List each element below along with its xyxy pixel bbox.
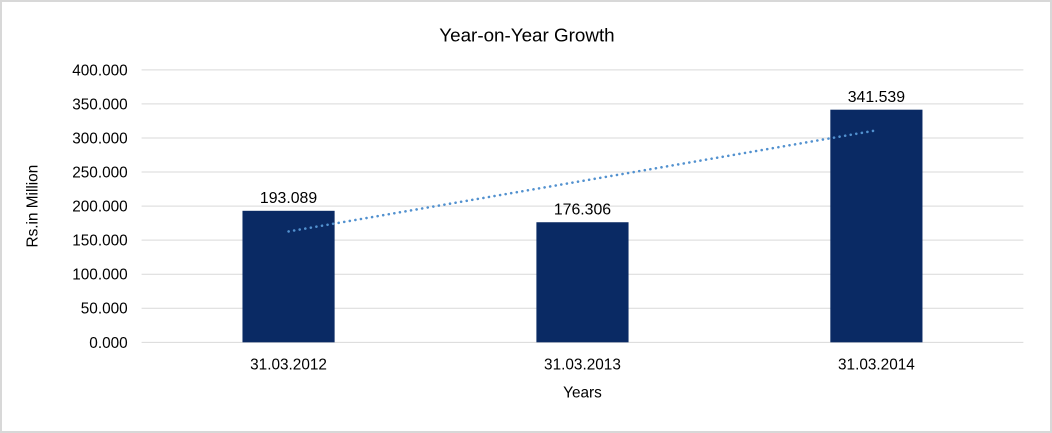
y-tick-label: 0.000 bbox=[89, 335, 127, 352]
trendline bbox=[287, 129, 878, 233]
data-label: 193.089 bbox=[260, 190, 317, 207]
x-tick-label: 31.03.2014 bbox=[838, 357, 915, 374]
x-axis-tick-labels: 31.03.2012 31.03.2013 31.03.2014 bbox=[250, 357, 915, 374]
data-label: 176.306 bbox=[554, 201, 611, 218]
chart-title: Year-on-Year Growth bbox=[439, 25, 614, 46]
y-tick-label: 300.000 bbox=[72, 130, 127, 147]
y-axis-title: Rs.in Million bbox=[25, 165, 42, 248]
data-label: 341.539 bbox=[848, 89, 905, 106]
bar bbox=[536, 222, 629, 343]
y-tick-label: 400.000 bbox=[72, 62, 127, 79]
y-axis-tick-labels: 0.000 50.000 100.000 150.000 200.000 250.000 3… bbox=[72, 62, 127, 351]
y-tick-label: 250.000 bbox=[72, 164, 127, 181]
x-axis-title: Years bbox=[563, 384, 602, 401]
y-tick-label: 50.000 bbox=[81, 301, 128, 318]
data-labels: 193.089 176.306 341.539 bbox=[260, 89, 905, 219]
bar-series bbox=[242, 109, 923, 343]
y-tick-label: 350.000 bbox=[72, 96, 127, 113]
y-tick-label: 150.000 bbox=[72, 233, 127, 250]
bar bbox=[830, 109, 923, 343]
y-tick-label: 100.000 bbox=[72, 267, 127, 284]
y-tick-label: 200.000 bbox=[72, 199, 127, 216]
x-tick-label: 31.03.2013 bbox=[544, 357, 621, 374]
x-tick-label: 31.03.2012 bbox=[250, 357, 327, 374]
